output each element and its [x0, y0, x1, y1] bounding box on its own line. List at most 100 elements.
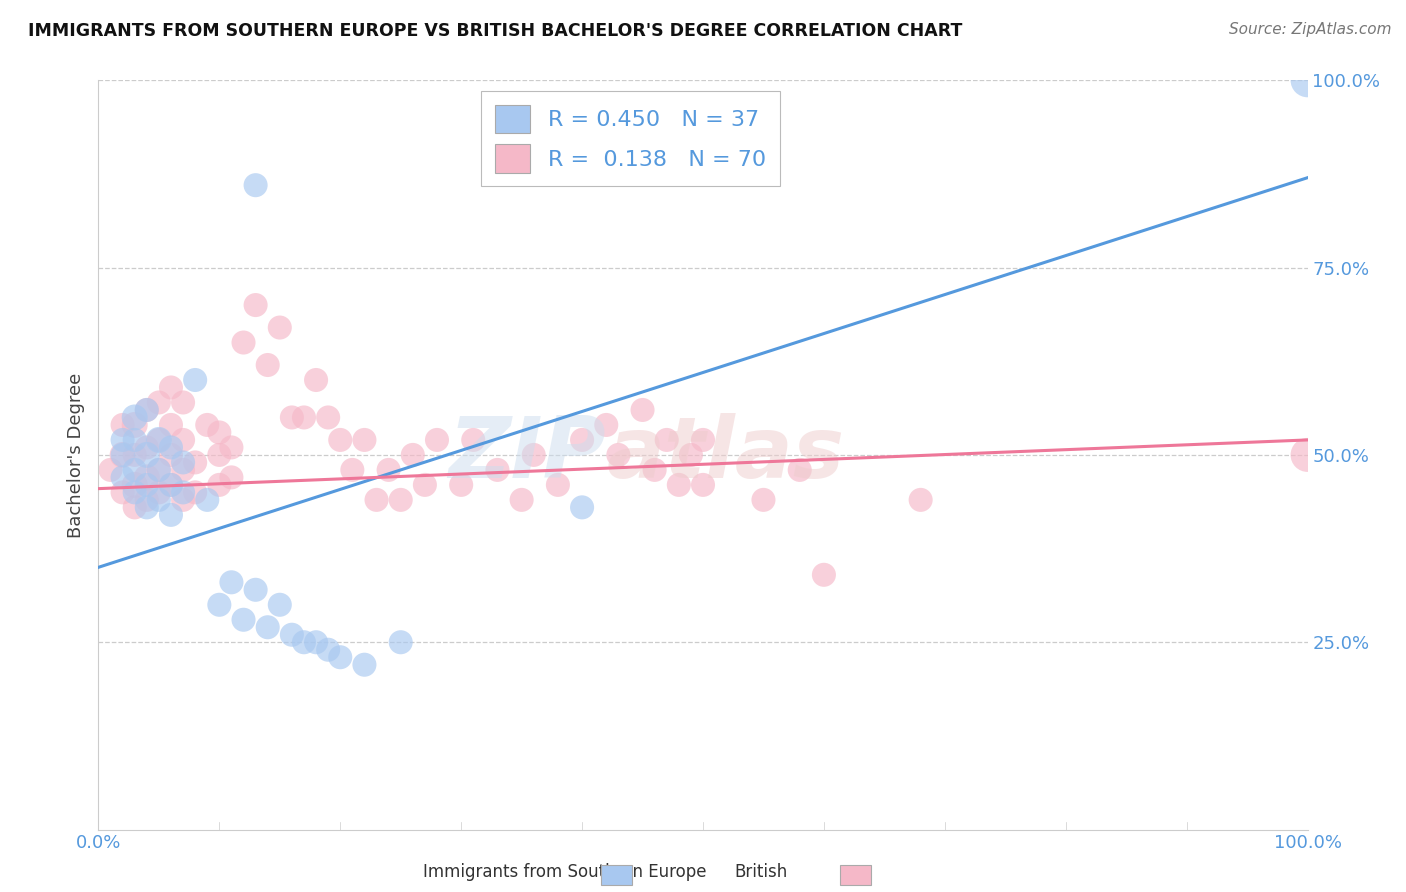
Point — [679, 448, 702, 462]
Point — [208, 448, 231, 462]
Point — [463, 433, 485, 447]
Point — [195, 492, 218, 507]
Point — [221, 441, 243, 455]
Point — [644, 463, 666, 477]
Point — [124, 417, 146, 432]
Point — [172, 492, 194, 507]
Point — [595, 417, 617, 432]
Point — [245, 582, 267, 597]
Point — [329, 433, 352, 447]
Point — [366, 492, 388, 507]
Point — [160, 478, 183, 492]
Point — [329, 650, 352, 665]
Point — [111, 448, 134, 462]
Point — [135, 478, 157, 492]
Point — [172, 485, 194, 500]
Point — [523, 448, 546, 462]
Point — [124, 410, 146, 425]
Point — [148, 492, 170, 507]
Point — [160, 417, 183, 432]
Point — [789, 463, 811, 477]
Point — [124, 433, 146, 447]
Point — [100, 463, 122, 477]
Point — [148, 463, 170, 477]
Point — [208, 478, 231, 492]
Point — [256, 620, 278, 634]
Point — [1296, 448, 1319, 462]
Point — [148, 485, 170, 500]
Point — [607, 448, 630, 462]
Point — [111, 417, 134, 432]
Point — [124, 478, 146, 492]
Text: British: British — [734, 863, 787, 881]
Point — [402, 448, 425, 462]
Point — [208, 598, 231, 612]
Point — [692, 478, 714, 492]
Point — [486, 463, 509, 477]
Point — [353, 657, 375, 672]
Point — [135, 403, 157, 417]
Point — [221, 575, 243, 590]
Point — [172, 463, 194, 477]
Point — [910, 492, 932, 507]
Point — [316, 410, 339, 425]
Point — [160, 380, 183, 394]
Point — [172, 433, 194, 447]
Legend: R = 0.450   N = 37, R =  0.138   N = 70: R = 0.450 N = 37, R = 0.138 N = 70 — [481, 91, 779, 186]
Point — [547, 478, 569, 492]
Point — [292, 635, 315, 649]
Point — [245, 178, 267, 193]
Point — [510, 492, 533, 507]
Point — [160, 448, 183, 462]
Point — [135, 441, 157, 455]
Point — [316, 642, 339, 657]
Point — [281, 628, 304, 642]
Point — [111, 470, 134, 484]
Point — [232, 335, 254, 350]
Point — [184, 373, 207, 387]
Point — [389, 635, 412, 649]
Point — [135, 492, 157, 507]
Point — [305, 635, 328, 649]
Point — [413, 478, 436, 492]
Point — [148, 395, 170, 409]
Point — [172, 455, 194, 469]
Point — [160, 441, 183, 455]
Point — [135, 448, 157, 462]
Point — [124, 463, 146, 477]
Point — [813, 567, 835, 582]
Point — [256, 358, 278, 372]
Point — [389, 492, 412, 507]
Point — [160, 508, 183, 522]
Point — [752, 492, 775, 507]
Text: atlas: atlas — [606, 413, 845, 497]
Point — [135, 500, 157, 515]
Point — [1296, 73, 1319, 87]
Y-axis label: Bachelor's Degree: Bachelor's Degree — [66, 372, 84, 538]
Point — [124, 500, 146, 515]
Point — [195, 417, 218, 432]
Point — [111, 433, 134, 447]
Point — [172, 395, 194, 409]
Point — [668, 478, 690, 492]
Point — [124, 485, 146, 500]
Point — [692, 433, 714, 447]
Point — [111, 448, 134, 462]
Text: ZIP: ZIP — [449, 413, 606, 497]
Point — [148, 433, 170, 447]
Point — [450, 478, 472, 492]
Text: Immigrants from Southern Europe: Immigrants from Southern Europe — [423, 863, 706, 881]
Point — [571, 433, 593, 447]
Point — [135, 403, 157, 417]
Point — [245, 298, 267, 312]
Point — [232, 613, 254, 627]
Point — [305, 373, 328, 387]
Text: IMMIGRANTS FROM SOUTHERN EUROPE VS BRITISH BACHELOR'S DEGREE CORRELATION CHART: IMMIGRANTS FROM SOUTHERN EUROPE VS BRITI… — [28, 22, 963, 40]
Point — [353, 433, 375, 447]
Point — [342, 463, 364, 477]
Point — [184, 455, 207, 469]
Point — [269, 320, 291, 334]
Point — [208, 425, 231, 440]
Text: Source: ZipAtlas.com: Source: ZipAtlas.com — [1229, 22, 1392, 37]
Point — [148, 433, 170, 447]
